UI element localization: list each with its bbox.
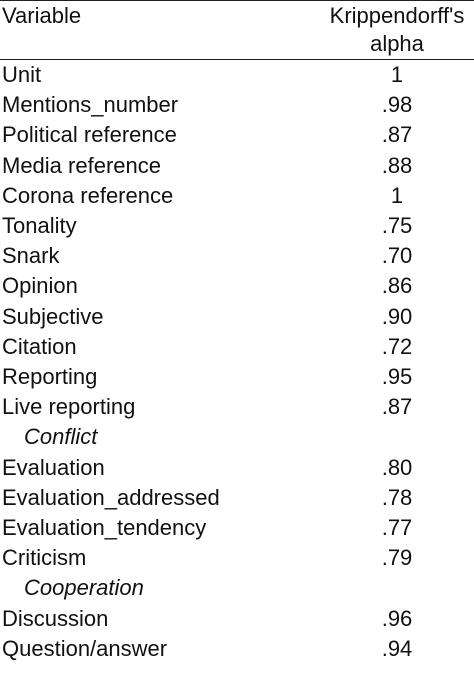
section-label: Cooperation <box>24 575 144 601</box>
variable-name: Evaluation_addressed <box>2 484 220 510</box>
alpha-value: 1 <box>390 182 404 208</box>
alpha-value: .87 <box>381 122 413 148</box>
alpha-value: .77 <box>381 515 413 540</box>
header-alpha: Krippendorff's alpha <box>329 3 465 56</box>
variable-name: Evaluation_tendency <box>2 515 207 540</box>
alpha-value: .96 <box>381 605 413 631</box>
alpha-value: .78 <box>381 484 413 510</box>
alpha-value: .75 <box>381 213 413 238</box>
alpha-value: .94 <box>381 635 413 661</box>
variable-name: Media reference <box>2 152 161 178</box>
variable-name: Mentions_number <box>2 92 179 118</box>
alpha-value: .72 <box>381 333 413 359</box>
alpha-value: .98 <box>381 92 413 118</box>
variable-name: Unit <box>2 62 42 87</box>
variable-name: Corona reference <box>2 182 174 208</box>
alpha-value: .79 <box>381 545 413 571</box>
top-rule <box>0 0 474 1</box>
alpha-value: .87 <box>381 394 413 420</box>
variable-name: Discussion <box>2 605 109 631</box>
variable-name: Criticism <box>2 545 87 571</box>
variable-name: Question/answer <box>2 635 168 661</box>
variable-name: Political reference <box>2 122 177 148</box>
header-rule <box>0 59 474 60</box>
variable-name: Reporting <box>2 364 98 389</box>
variable-name: Tonality <box>2 213 77 238</box>
variable-name: Opinion <box>2 273 78 299</box>
section-label: Conflict <box>24 424 98 450</box>
alpha-value: .88 <box>381 152 413 178</box>
variable-name: Live reporting <box>2 394 136 420</box>
variable-name: Citation <box>2 333 77 359</box>
variable-name: Evaluation <box>2 454 105 480</box>
alpha-value: .80 <box>381 454 413 480</box>
alpha-value: .70 <box>381 243 413 269</box>
variable-name: Subjective <box>2 303 104 329</box>
alpha-value: .90 <box>381 303 413 329</box>
alpha-value: .95 <box>381 364 413 389</box>
alpha-value: .86 <box>381 273 413 299</box>
variable-name: Snark <box>2 243 60 269</box>
alpha-value: 1 <box>390 62 404 87</box>
header-variable: Variable <box>2 3 82 28</box>
